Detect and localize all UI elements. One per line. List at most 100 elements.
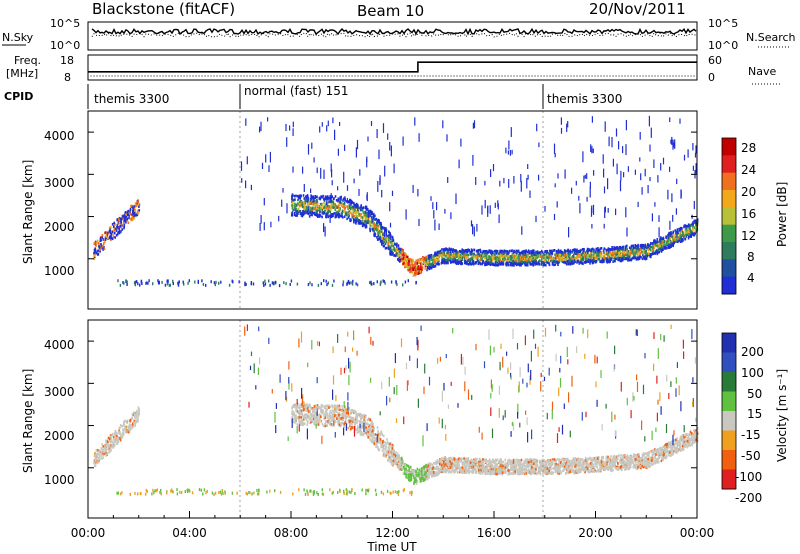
noise-sky-line bbox=[91, 27, 697, 36]
power-cell-2238 bbox=[330, 205, 332, 209]
power-cell-2979 bbox=[595, 260, 597, 263]
velocity-cell-746 bbox=[460, 458, 463, 462]
velocity-cell-179 bbox=[114, 429, 117, 433]
power-cell-3148 bbox=[468, 258, 471, 262]
power-cell-3344 bbox=[510, 261, 512, 265]
power-cell-3449 bbox=[467, 259, 469, 262]
power-cell-3420 bbox=[310, 206, 312, 210]
power-cell-3543 bbox=[473, 226, 475, 237]
power-cell-3738 bbox=[268, 279, 270, 283]
power-cell-2377 bbox=[574, 256, 577, 260]
power-cell-373 bbox=[617, 258, 619, 262]
power-cell-1913 bbox=[611, 255, 614, 259]
velocity-cell-476 bbox=[606, 461, 608, 464]
power-cell-515 bbox=[350, 207, 353, 210]
power-cell-2896 bbox=[342, 203, 344, 206]
power-cell-3458 bbox=[492, 256, 495, 260]
power-cell-2804 bbox=[521, 258, 524, 261]
power-cell-2429 bbox=[327, 197, 329, 201]
power-cell-3486 bbox=[507, 150, 509, 155]
power-cell-978 bbox=[538, 263, 541, 266]
power-cell-2580 bbox=[328, 205, 331, 208]
power-cell-2815 bbox=[367, 221, 370, 225]
velocity-cell-395 bbox=[687, 434, 690, 438]
velocity-cell-258 bbox=[116, 432, 118, 436]
power-cell-1249 bbox=[408, 269, 411, 272]
power-cell-2661 bbox=[436, 259, 438, 262]
power-cell-241 bbox=[123, 215, 126, 219]
power-cell-62 bbox=[125, 221, 127, 224]
power-cell-245 bbox=[130, 218, 133, 222]
power-cell-1653 bbox=[455, 262, 458, 265]
power-cell-251 bbox=[118, 221, 121, 225]
power-cell-1968 bbox=[675, 235, 677, 239]
power-cell-3425 bbox=[323, 211, 326, 215]
power-cell-3172 bbox=[378, 229, 381, 233]
power-cell-3727 bbox=[157, 279, 159, 283]
power-cell-1398 bbox=[352, 212, 355, 216]
power-cell-3687 bbox=[385, 229, 387, 237]
velocity-cell-259 bbox=[133, 421, 135, 424]
power-cell-2698 bbox=[378, 237, 380, 241]
power-cell-3553 bbox=[313, 157, 315, 163]
power-cell-3618 bbox=[679, 118, 681, 124]
velocity-cell-339 bbox=[300, 412, 302, 416]
power-cell-3547 bbox=[521, 226, 523, 235]
power-cell-1426 bbox=[503, 249, 505, 253]
power-cell-168 bbox=[132, 216, 134, 219]
power-cell-3616 bbox=[520, 174, 522, 183]
power-cell-3412 bbox=[489, 256, 491, 260]
power-cell-3395 bbox=[603, 253, 606, 257]
power-cell-561 bbox=[646, 244, 649, 248]
power-cell-1784 bbox=[324, 208, 326, 212]
power-cell-1818 bbox=[467, 257, 469, 260]
power-cell-3633 bbox=[382, 123, 385, 133]
power-cell-423 bbox=[601, 257, 604, 260]
power-cell-2881 bbox=[377, 234, 379, 238]
power-cell-3649 bbox=[472, 154, 474, 166]
power-cell-2667 bbox=[641, 257, 644, 261]
velocity-cell-706 bbox=[526, 458, 528, 461]
power-cell-2206 bbox=[574, 249, 576, 253]
power-cell-3829 bbox=[309, 281, 311, 285]
power-cell-21 bbox=[138, 205, 140, 208]
power-cell-2546 bbox=[403, 258, 406, 261]
power-cell-3132 bbox=[603, 256, 606, 259]
power-cell-2538 bbox=[518, 251, 521, 255]
power-cell-1902 bbox=[583, 247, 585, 251]
power-cell-3678 bbox=[414, 117, 416, 126]
power-cell-3099 bbox=[382, 240, 384, 244]
cpid-segment-3: themis 3300 bbox=[547, 92, 622, 106]
power-cell-2823 bbox=[556, 261, 559, 265]
power-cell-2891 bbox=[452, 250, 454, 253]
power-cell-199 bbox=[120, 217, 122, 221]
power-cell-2821 bbox=[594, 257, 597, 260]
power-cell-94 bbox=[136, 202, 138, 206]
velocity-cell-168 bbox=[94, 451, 96, 455]
power-cell-3317 bbox=[350, 203, 352, 206]
power-cell-3585 bbox=[658, 215, 660, 222]
velocity-cell-1019 bbox=[673, 439, 675, 442]
power-cell-3722 bbox=[252, 282, 255, 286]
power-cell-3688 bbox=[368, 210, 370, 219]
power-cell-3710 bbox=[615, 208, 617, 216]
power-cell-3807 bbox=[373, 282, 375, 286]
velocity-cell-131 bbox=[117, 439, 120, 442]
velocity-cell-759 bbox=[651, 456, 653, 459]
power-cell-1864 bbox=[673, 236, 675, 240]
power-cell-2941 bbox=[526, 253, 529, 257]
noise-right-tick-top: 10^5 bbox=[708, 17, 738, 30]
velocity-cell-587 bbox=[600, 456, 603, 459]
power-cell-2884 bbox=[394, 243, 397, 246]
power-cell-84 bbox=[100, 243, 102, 246]
power-cell-196 bbox=[96, 241, 98, 245]
power-cell-3426 bbox=[477, 252, 480, 256]
power-cell-448 bbox=[496, 250, 499, 253]
power-cell-3651 bbox=[680, 189, 682, 199]
power-cell-313 bbox=[420, 262, 422, 265]
power-cell-3378 bbox=[570, 261, 572, 265]
powerColorbar-swatch-8 bbox=[722, 276, 736, 295]
power-cell-3348 bbox=[429, 263, 432, 267]
power-cell-2507 bbox=[611, 246, 613, 249]
power-cell-3580 bbox=[282, 188, 284, 193]
